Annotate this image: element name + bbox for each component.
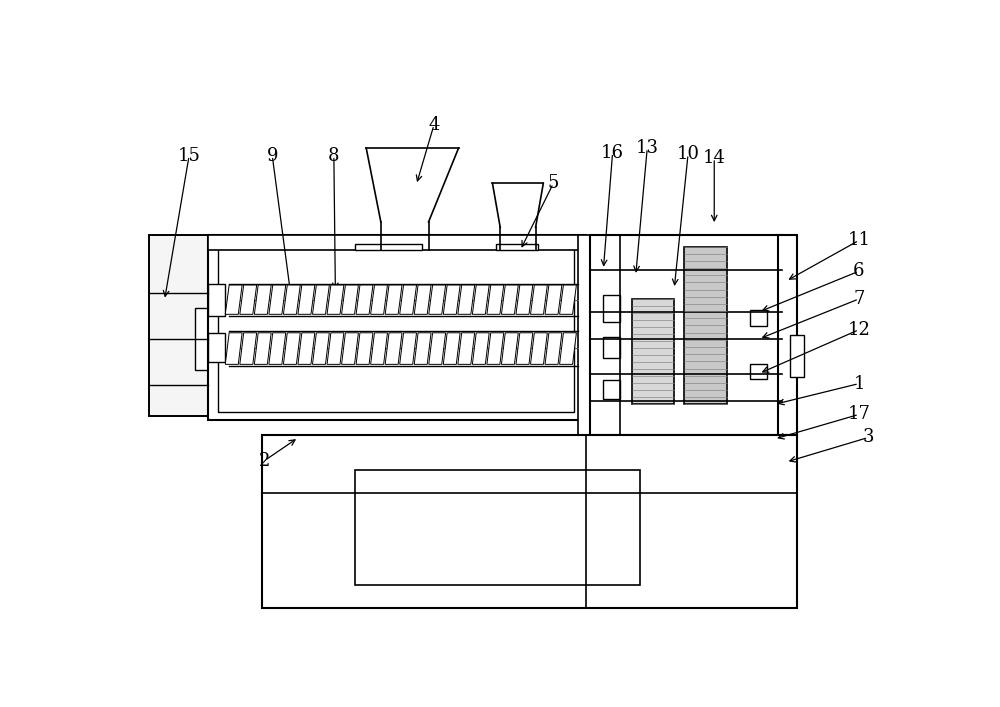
Text: 1: 1 [853,375,865,392]
Bar [208,333,225,362]
Bar [603,295,620,322]
Polygon shape [327,285,344,315]
Bar [355,470,640,585]
Polygon shape [342,285,358,315]
Polygon shape [458,285,475,315]
Bar [684,247,727,404]
Polygon shape [312,333,329,364]
Polygon shape [225,285,242,315]
Text: 10: 10 [677,145,700,163]
Polygon shape [400,285,417,315]
Polygon shape [487,333,504,364]
Text: 5: 5 [548,175,559,192]
Bar [632,299,674,404]
Polygon shape [472,333,489,364]
Text: 7: 7 [853,290,865,308]
Polygon shape [356,285,373,315]
Bar [590,235,782,436]
Bar [208,235,586,420]
Text: 16: 16 [601,144,624,162]
Bar [208,284,225,316]
Polygon shape [283,333,300,364]
Bar [578,235,590,436]
Bar [603,337,620,358]
Text: 2: 2 [259,452,270,469]
Polygon shape [501,333,518,364]
Polygon shape [269,333,286,364]
Polygon shape [545,333,562,364]
Polygon shape [530,285,547,315]
Polygon shape [371,333,387,364]
Polygon shape [240,333,257,364]
Polygon shape [516,333,533,364]
Polygon shape [269,285,286,315]
Polygon shape [254,333,271,364]
Bar [496,244,538,250]
Polygon shape [327,333,344,364]
Polygon shape [342,333,358,364]
Bar [603,380,620,399]
Polygon shape [371,285,387,315]
Bar [790,335,804,378]
Text: 4: 4 [428,116,440,134]
Bar [218,244,574,412]
Bar [778,235,797,436]
Polygon shape [429,333,446,364]
Polygon shape [472,285,489,315]
Polygon shape [560,333,576,364]
Polygon shape [385,285,402,315]
Text: 14: 14 [703,149,726,167]
Polygon shape [283,285,300,315]
Polygon shape [298,333,315,364]
Polygon shape [487,285,504,315]
Polygon shape [240,285,257,315]
Bar [262,436,797,609]
Polygon shape [414,333,431,364]
Bar [750,363,767,379]
Polygon shape [545,285,562,315]
Polygon shape [298,285,315,315]
Polygon shape [560,285,576,315]
Bar [149,235,208,416]
Text: 11: 11 [848,231,870,250]
Polygon shape [254,285,271,315]
Bar [355,244,422,250]
Text: 3: 3 [862,428,874,447]
Text: 15: 15 [178,146,201,165]
Polygon shape [312,285,329,315]
Polygon shape [458,333,475,364]
Polygon shape [400,333,417,364]
Polygon shape [530,333,547,364]
Polygon shape [443,285,460,315]
Polygon shape [385,333,402,364]
Polygon shape [225,333,242,364]
Text: 8: 8 [328,146,340,165]
Text: 6: 6 [853,262,865,280]
Polygon shape [414,285,431,315]
Text: 9: 9 [267,146,278,165]
Text: 12: 12 [848,321,870,339]
Polygon shape [516,285,533,315]
Polygon shape [443,333,460,364]
Text: 17: 17 [848,405,870,423]
Polygon shape [501,285,518,315]
Polygon shape [429,285,446,315]
Bar [750,310,767,326]
Text: 13: 13 [636,139,659,157]
Bar [208,235,586,250]
Polygon shape [356,333,373,364]
Bar [195,308,211,370]
